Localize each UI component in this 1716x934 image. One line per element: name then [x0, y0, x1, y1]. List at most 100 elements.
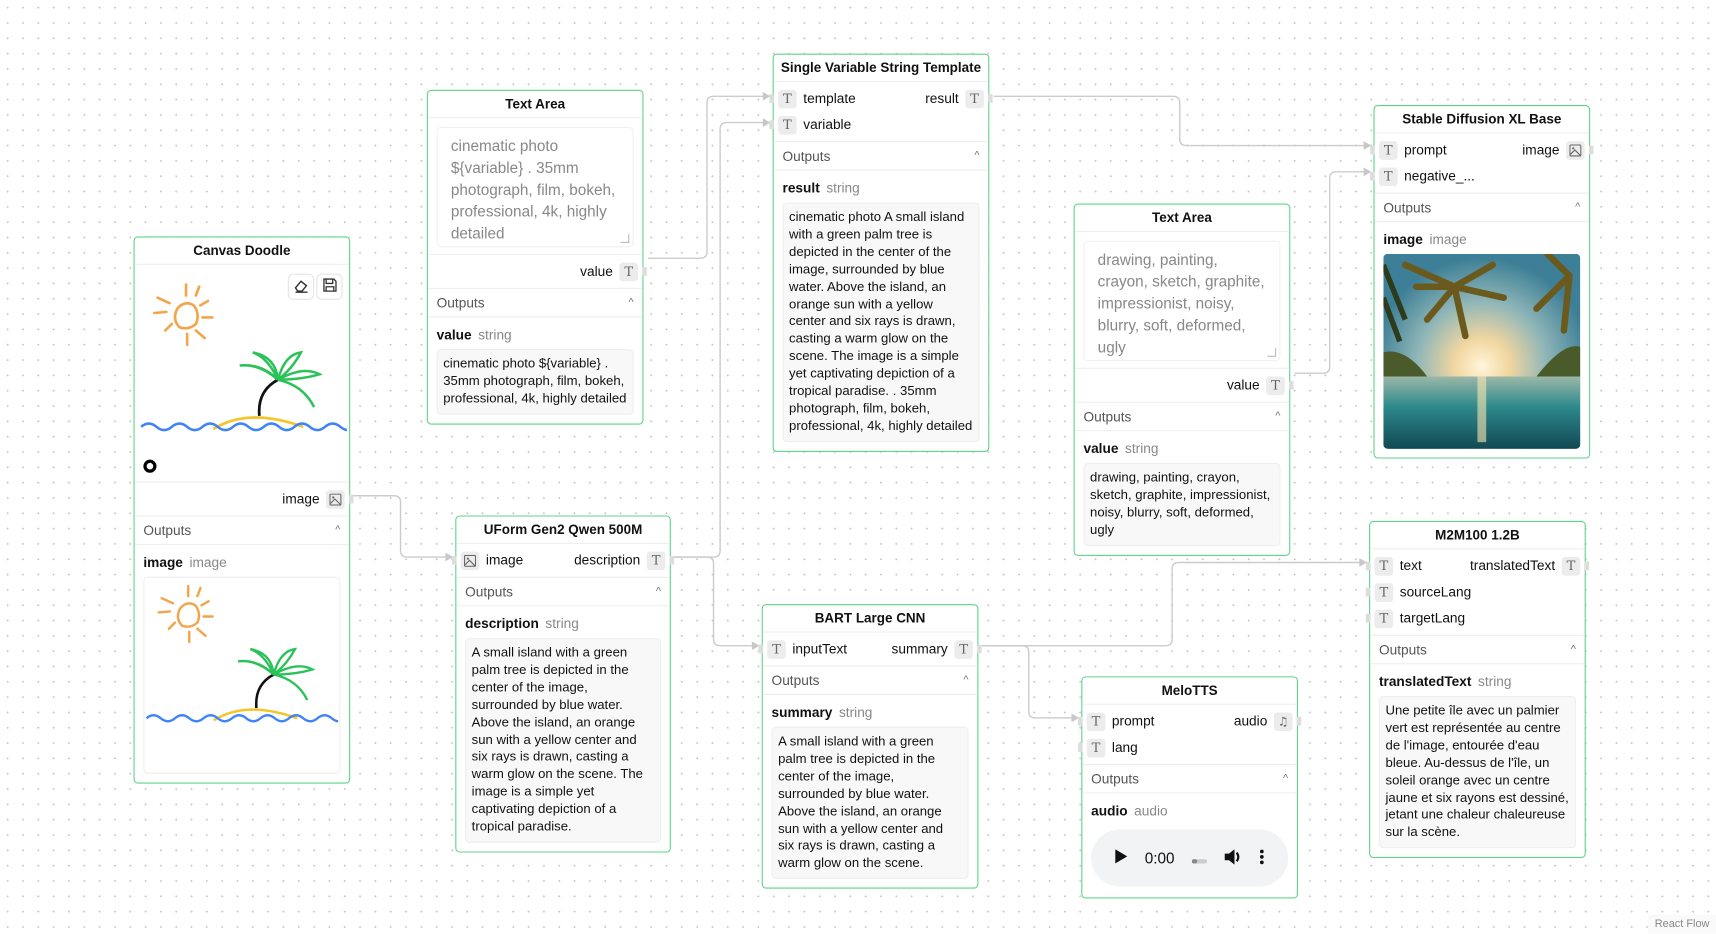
progress-slider[interactable] — [1192, 849, 1208, 867]
output-type: image — [1429, 232, 1467, 248]
io-row: image description T — [451, 547, 675, 573]
input-handle[interactable] — [1365, 613, 1371, 623]
output-text: A small island with a green palm tree is… — [465, 638, 662, 843]
more-options-icon[interactable] — [1260, 849, 1264, 868]
input-handle[interactable] — [1370, 171, 1375, 181]
input-handle[interactable] — [758, 644, 763, 654]
input-label: prompt — [1404, 142, 1447, 158]
volume-icon[interactable] — [1224, 848, 1243, 868]
drawing-canvas[interactable] — [134, 265, 357, 483]
brush-size-indicator[interactable] — [143, 459, 157, 473]
output-label: audio — [1233, 713, 1268, 729]
edge-ta2-sdxl[interactable] — [1294, 171, 1365, 374]
text-icon: T — [1374, 609, 1394, 628]
text-icon: T — [1378, 166, 1398, 186]
output-handle[interactable] — [1584, 561, 1590, 571]
input-handle[interactable] — [451, 555, 457, 565]
outputs-toggle[interactable]: Outputs ^ — [1370, 634, 1585, 665]
output-text: A small island with a green palm tree is… — [771, 726, 969, 880]
play-icon[interactable] — [1115, 849, 1128, 867]
output-handle[interactable] — [977, 644, 982, 654]
resize-grip[interactable] — [620, 234, 630, 243]
output-handle[interactable] — [669, 555, 675, 565]
text-icon: T — [767, 639, 786, 659]
edge-arrowhead — [1363, 141, 1372, 150]
text-area-input[interactable]: drawing, painting, crayon, sketch, graph… — [1083, 240, 1281, 362]
output-handle[interactable] — [1296, 716, 1302, 726]
edge-arrowhead — [445, 552, 454, 562]
output-handle[interactable] — [1589, 145, 1594, 155]
outputs-toggle[interactable]: Outputs ^ — [762, 665, 978, 695]
outputs-toggle[interactable]: Outputs ^ — [773, 141, 989, 171]
text-area-input[interactable]: cinematic photo ${variable} . 35mm photo… — [436, 126, 634, 248]
outputs-toggle[interactable]: Outputs ^ — [1082, 763, 1297, 794]
node-textarea2[interactable]: Text Area drawing, painting, crayon, sket… — [1073, 203, 1294, 556]
edge-ta1-template[interactable] — [647, 95, 764, 259]
input-handle[interactable] — [769, 94, 774, 103]
text-icon: T — [1266, 375, 1285, 395]
output-handle[interactable] — [642, 267, 647, 276]
edge-template-sdxl[interactable] — [993, 95, 1365, 147]
outputs-header: Outputs — [143, 522, 192, 538]
edge-bart-m2m[interactable] — [981, 561, 1361, 647]
outputs-toggle[interactable]: Outputs ^ — [1374, 192, 1590, 223]
edge-canvas-uform[interactable] — [352, 495, 447, 558]
chevron-up-icon: ^ — [1570, 643, 1576, 656]
input-handle[interactable] — [1365, 561, 1371, 571]
save-button[interactable] — [316, 273, 343, 300]
output-name-text: value — [436, 327, 472, 343]
outputs-header: Outputs — [465, 583, 514, 600]
input-handle[interactable] — [1370, 145, 1375, 155]
chevron-up-icon: ^ — [335, 524, 341, 537]
input-handle[interactable] — [1077, 716, 1083, 726]
eraser-button[interactable] — [287, 273, 315, 300]
audio-player[interactable]: 0:00 — [1091, 829, 1289, 887]
output-name: translatedText string — [1370, 664, 1585, 696]
edge-uform-bart[interactable] — [673, 556, 753, 647]
edge-arrowhead — [751, 641, 760, 651]
outputs-toggle[interactable]: Outputs ^ — [134, 515, 350, 546]
node-title: BART Large CNN — [762, 605, 978, 633]
chevron-up-icon: ^ — [974, 149, 980, 162]
text-icon: T — [1086, 711, 1106, 731]
input-handle[interactable] — [769, 120, 774, 130]
output-name-text: result — [782, 180, 820, 196]
edge-uform-template[interactable] — [673, 121, 764, 558]
output-name-text: translatedText — [1378, 674, 1472, 690]
text-icon: T — [954, 639, 973, 659]
io-rows: value T — [428, 255, 647, 288]
node-textarea1[interactable]: Text Area cinematic photo ${variable} . 3… — [426, 89, 647, 425]
react-flow-attribution[interactable]: React Flow — [1648, 914, 1716, 934]
output-name-text: description — [465, 616, 539, 632]
edge-bart-melotts[interactable] — [981, 644, 1073, 719]
output-name-text: summary — [771, 704, 833, 721]
node-canvas[interactable]: Canvas Doodle image Outputs ^ image image — [133, 236, 357, 784]
outputs-toggle[interactable]: Outputs ^ — [427, 287, 643, 318]
outputs-toggle[interactable]: Outputs ^ — [456, 576, 670, 607]
node-title: M2M100 1.2B — [1370, 522, 1585, 550]
resize-grip[interactable] — [1267, 348, 1277, 357]
output-handle[interactable] — [988, 94, 993, 103]
input-handle[interactable] — [1365, 587, 1371, 597]
outputs-toggle[interactable]: Outputs ^ — [1074, 401, 1290, 432]
node-uform[interactable]: UForm Gen2 Qwen 500M image description T Out… — [451, 515, 675, 853]
output-type: string — [1478, 674, 1512, 690]
doodle-drawing — [139, 276, 357, 465]
output-handle[interactable] — [349, 494, 354, 504]
output-name: value string — [428, 317, 643, 349]
chevron-up-icon: ^ — [628, 296, 634, 309]
output-handle[interactable] — [1289, 380, 1294, 390]
input-handle[interactable] — [1077, 743, 1083, 752]
text-icon: T — [778, 115, 797, 135]
